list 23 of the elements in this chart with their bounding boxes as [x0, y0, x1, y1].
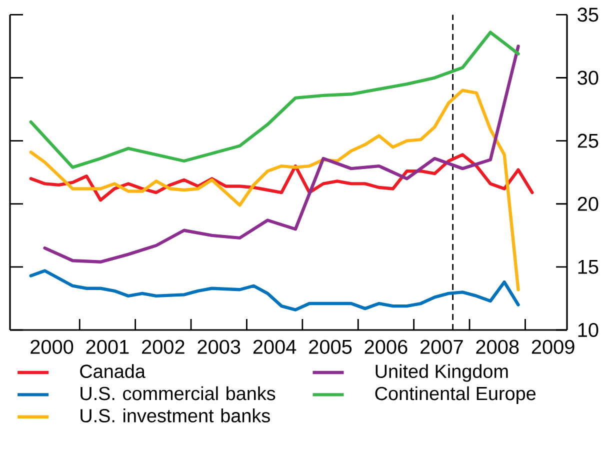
line-series — [43, 44, 520, 264]
x-tick-label: 2001 — [86, 340, 129, 354]
legend-label: U.S. commercial banks — [80, 386, 276, 400]
x-tick-label: 2005 — [309, 340, 352, 354]
x-tick-label: 2007 — [420, 340, 463, 354]
legend-label: United Kingdom — [376, 364, 508, 382]
y-tick-label: 35 — [578, 8, 598, 22]
legend-label: Canada — [80, 364, 146, 378]
y-tick-label: 10 — [578, 322, 598, 338]
y-tick-label: 20 — [578, 196, 598, 211]
line-series — [29, 30, 520, 169]
x-tick-label: 2002 — [142, 340, 184, 354]
x-tick-label: 2008 — [476, 340, 519, 354]
x-tick-label: 2004 — [253, 340, 296, 354]
x-tick-label: 2009 — [532, 340, 574, 354]
y-tick-label: 15 — [578, 260, 598, 274]
y-tick-label: 30 — [578, 70, 598, 85]
y-tick-label: 25 — [578, 134, 598, 148]
x-tick-label: 2000 — [30, 340, 74, 354]
legend-label: U.S. investment banks — [80, 408, 270, 422]
legend-label: Continental Europe — [375, 386, 536, 404]
x-tick-label: 2006 — [364, 340, 408, 354]
x-tick-label: 2003 — [198, 340, 240, 354]
